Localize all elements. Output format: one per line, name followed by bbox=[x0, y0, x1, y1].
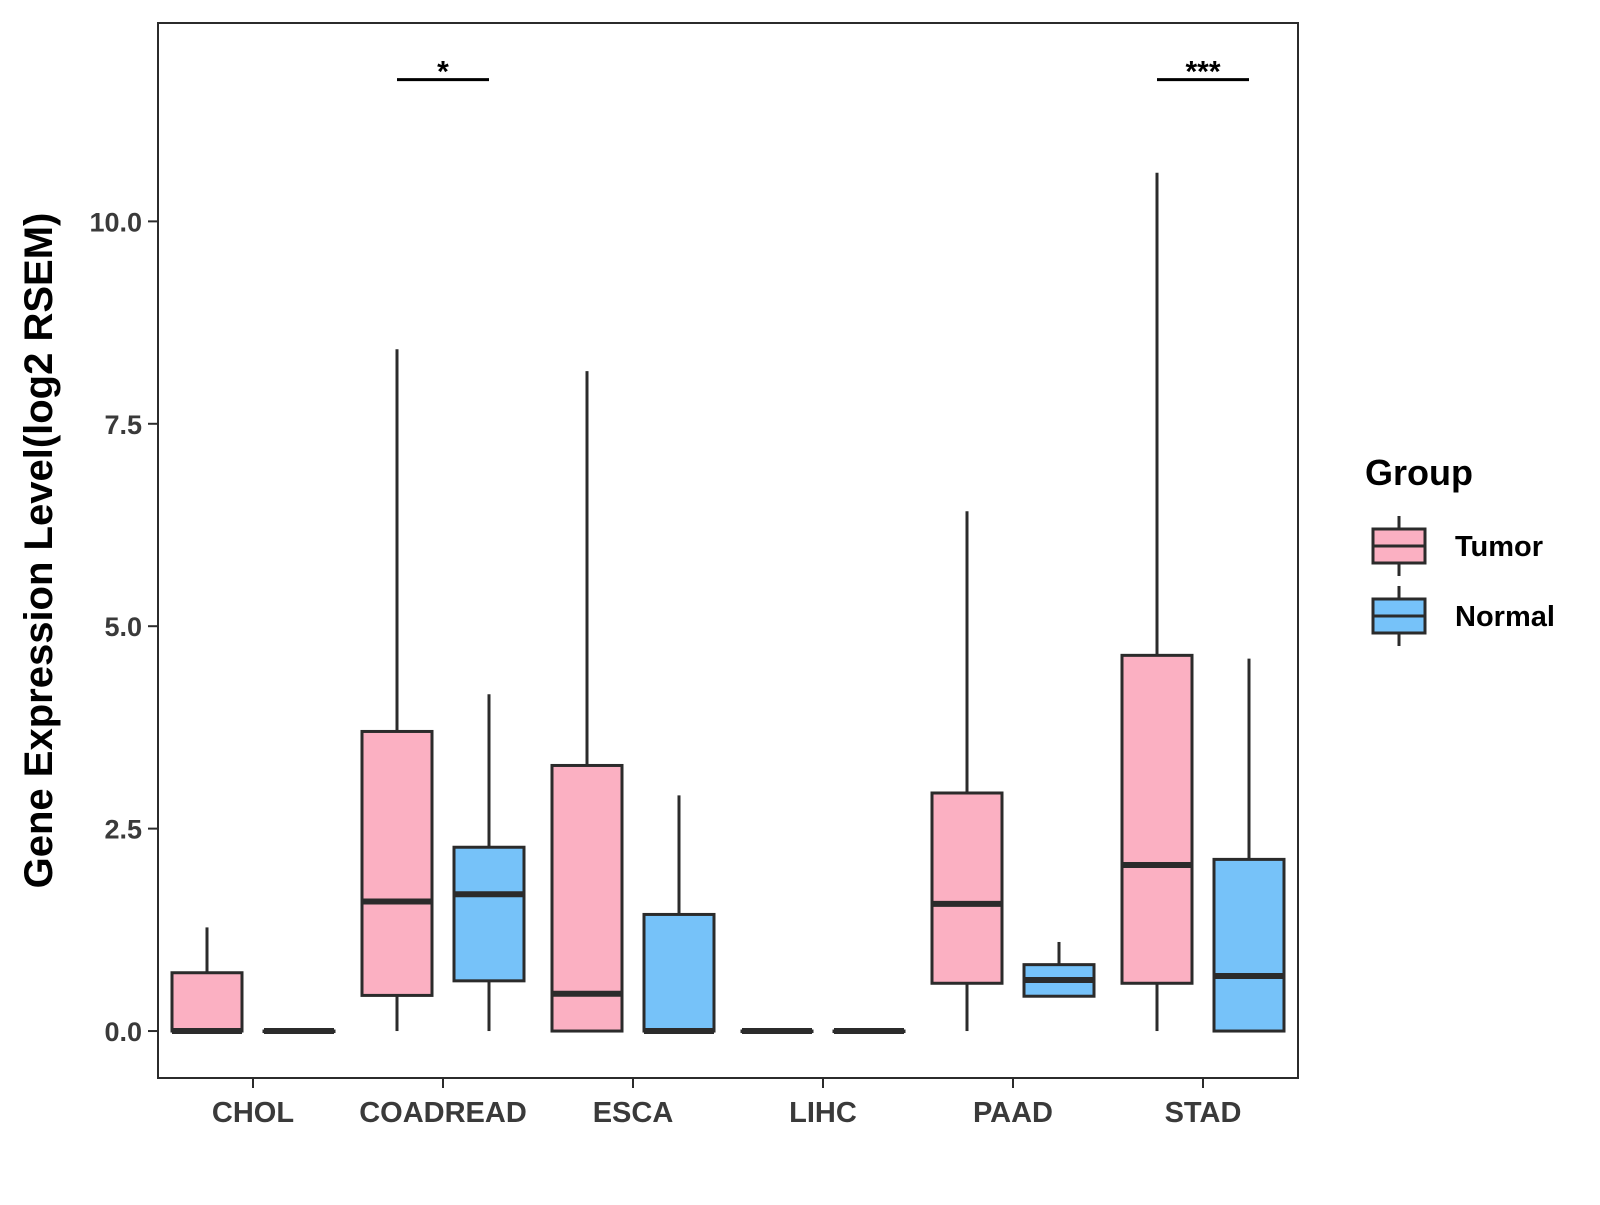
plot-marks: * *** bbox=[170, 56, 1286, 1035]
box-tumor-paad bbox=[930, 511, 1004, 1032]
x-tick-label: STAD bbox=[1165, 1097, 1242, 1129]
box-tumor-coadread bbox=[360, 349, 434, 1032]
y-axis-title: Gene Expression Level(log2 RSEM) bbox=[17, 213, 61, 889]
y-tick-label: 0.0 bbox=[104, 1017, 142, 1047]
x-axis: CHOL COADREAD ESCA LIHC PAAD STAD bbox=[212, 1078, 1241, 1129]
x-tick-label: COADREAD bbox=[359, 1097, 527, 1129]
box-body bbox=[642, 912, 716, 1033]
box-body bbox=[550, 763, 624, 1033]
y-tick-label: 10.0 bbox=[89, 207, 142, 237]
y-tick-label: 7.5 bbox=[104, 410, 142, 440]
box-normal-esca bbox=[642, 795, 716, 1035]
box-normal-coadread bbox=[452, 694, 526, 1032]
box-normal-paad bbox=[1022, 941, 1096, 998]
box-body bbox=[1120, 653, 1194, 985]
box-body bbox=[452, 845, 526, 983]
x-tick-label: ESCA bbox=[593, 1097, 674, 1129]
significance-label: * bbox=[437, 56, 449, 89]
legend-entries: Tumor Normal bbox=[1371, 516, 1555, 646]
legend-item-normal: Normal bbox=[1371, 586, 1555, 646]
box-tumor-chol bbox=[170, 927, 244, 1035]
box-normal-stad bbox=[1212, 658, 1286, 1033]
box-body bbox=[170, 971, 244, 1033]
box-tumor-stad bbox=[1120, 172, 1194, 1032]
box-tumor-lihc bbox=[740, 1028, 814, 1035]
significance-coadread: * bbox=[397, 56, 489, 89]
x-tick-label: LIHC bbox=[789, 1097, 857, 1129]
y-tick-label: 5.0 bbox=[104, 612, 142, 642]
legend-label: Normal bbox=[1455, 601, 1555, 633]
box-tumor-esca bbox=[550, 371, 624, 1033]
y-axis: 0.0 2.5 5.0 7.5 10.0 bbox=[89, 207, 158, 1047]
y-tick-label: 2.5 bbox=[104, 815, 142, 845]
box-normal-lihc bbox=[832, 1028, 906, 1035]
box-body bbox=[360, 729, 434, 997]
box-body bbox=[1212, 857, 1286, 1033]
significance-label: *** bbox=[1185, 56, 1220, 89]
legend-label: Tumor bbox=[1455, 531, 1543, 563]
box-normal-chol bbox=[262, 1028, 336, 1035]
significance-stad: *** bbox=[1157, 56, 1249, 89]
legend: Group Tumor Normal bbox=[1365, 452, 1555, 646]
x-tick-label: PAAD bbox=[973, 1097, 1053, 1129]
legend-item-tumor: Tumor bbox=[1371, 516, 1543, 576]
plot-panel-border bbox=[157, 22, 1299, 1079]
box-body bbox=[930, 791, 1004, 985]
x-tick-label: CHOL bbox=[212, 1097, 294, 1129]
legend-title: Group bbox=[1365, 452, 1473, 493]
